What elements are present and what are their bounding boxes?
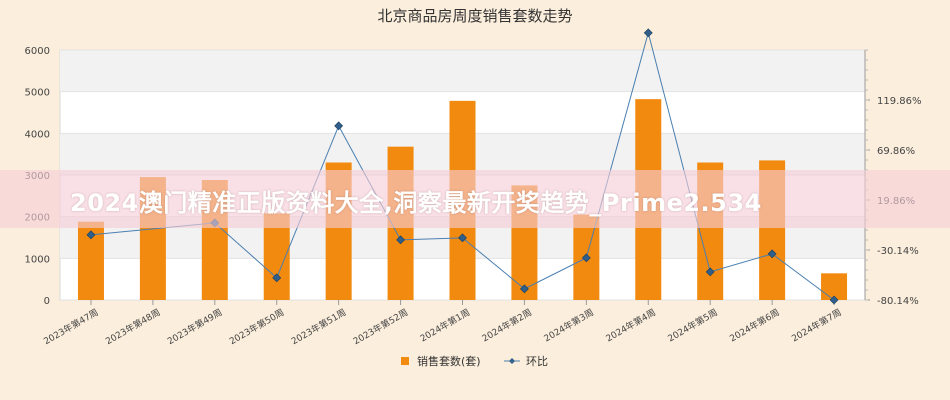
right-axis-tick: 69.86% [877, 146, 915, 157]
line-point [829, 295, 839, 305]
x-axis-tick: 2024年第6周 [727, 306, 781, 344]
left-axis-tick: 6000 [25, 46, 50, 57]
line-point [396, 235, 406, 245]
line-point [767, 249, 777, 259]
line-series [90, 30, 835, 301]
left-axis-tick: 5000 [25, 88, 50, 99]
bar [821, 273, 848, 300]
line-point [458, 233, 467, 243]
x-axis-tick: 2024年第1周 [418, 306, 472, 344]
chart-title: 北京商品房周度销售套数走势 [377, 7, 572, 25]
x-axis-tick: 2024年第5周 [666, 306, 720, 344]
left-axis-tick: 1000 [25, 254, 50, 265]
line-point [705, 267, 715, 277]
x-axis-tick: 2023年第47周 [41, 306, 100, 347]
right-axis-tick: 119.86% [877, 96, 922, 107]
x-axis-tick: 2023年第48周 [103, 306, 162, 347]
legend: 销售套数(套) 环比 [401, 354, 548, 368]
x-axis-tick: 2024年第2周 [480, 306, 534, 344]
x-axis-tick: 2024年第4周 [604, 306, 658, 344]
left-axis-tick: 0 [44, 296, 50, 307]
right-axis-tick: -80.14% [877, 296, 919, 307]
left-axis-tick: 4000 [25, 129, 50, 140]
grid-band [60, 50, 865, 92]
watermark-band [0, 170, 950, 228]
line-point [272, 273, 282, 283]
x-axis-tick: 2023年第50周 [227, 306, 286, 347]
legend-line-marker [509, 358, 515, 364]
x-axis-tick: 2023年第49周 [165, 306, 224, 347]
line-point [86, 230, 96, 240]
x-axis-tick: 2024年第7周 [789, 306, 843, 344]
right-axis-tick: -30.14% [877, 246, 919, 257]
line-point [519, 284, 529, 294]
watermark-text: 2024澳门精准正版资料大全,洞察最新开奖趋势_Prime2.534 [70, 189, 762, 217]
line-point [643, 28, 653, 38]
legend-bar-label: 销售套数(套) [417, 354, 481, 368]
x-axis-tick: 2024年第3周 [542, 306, 596, 344]
legend-bar-swatch [401, 357, 409, 365]
line-point [581, 253, 591, 263]
x-axis-tick: 2023年第52周 [351, 306, 410, 347]
legend-line-label: 环比 [526, 355, 548, 368]
line-point [334, 121, 344, 131]
x-axis-tick: 2023年第51周 [289, 306, 348, 347]
